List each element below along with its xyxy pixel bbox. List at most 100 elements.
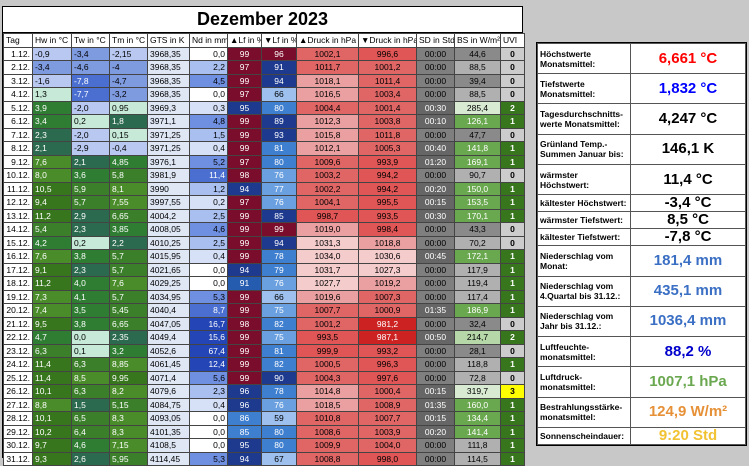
table-cell: 8.12. — [3, 141, 33, 156]
table-cell: 4114,45 — [147, 451, 190, 466]
table-cell: 1 — [500, 424, 525, 439]
table-cell: 0,0 — [189, 411, 228, 426]
table-cell: -4,7 — [109, 73, 148, 88]
summary-value: 181,4 mm — [630, 245, 746, 277]
table-cell: 1 — [500, 303, 525, 318]
table-cell: 16.12. — [3, 249, 33, 264]
table-cell: 76 — [261, 397, 297, 412]
table-cell: 88,5 — [454, 87, 501, 102]
table-cell: 11,4 — [32, 370, 72, 385]
table-cell: 4010,25 — [147, 235, 190, 250]
table-cell: 5,95 — [109, 451, 148, 466]
column-header: BS in W/m² — [454, 33, 501, 48]
table-cell: 4047,05 — [147, 316, 190, 331]
table-cell: 994,2 — [358, 181, 417, 196]
table-cell: 97 — [227, 87, 262, 102]
summary-label: Niederschlag vom Monat: — [537, 245, 631, 277]
table-cell: 994,2 — [358, 168, 417, 183]
table-cell: 1018,8 — [358, 235, 417, 250]
table-row: 19.12. 7,3 4,1 5,7 4034,95 5,3 99 66 1019,6 1007,… — [3, 289, 525, 304]
table-cell: 66 — [261, 289, 297, 304]
table-cell: 2,3 — [71, 262, 110, 277]
table-row: 4.12. 1,3 -7,7 -3,2 3968,35 0,0 97 66 1016,5 1003… — [3, 87, 525, 102]
table-cell: 3990 — [147, 181, 190, 196]
table-cell: 98 — [227, 168, 262, 183]
table-cell: -3,4 — [32, 60, 72, 75]
table-cell: 1001,2 — [358, 60, 417, 75]
table-cell: 5,7 — [71, 195, 110, 210]
table-cell: 4,0 — [71, 276, 110, 291]
table-cell: 10,5 — [32, 181, 72, 196]
summary-value: 1007,1 hPa — [630, 366, 746, 398]
table-cell: 12,4 — [189, 357, 228, 372]
table-cell: 99 — [227, 289, 262, 304]
summary-value: 88,2 % — [630, 336, 746, 368]
table-cell: 1 — [500, 208, 525, 223]
table-cell: 47,7 — [454, 127, 501, 142]
table-cell: 89 — [261, 114, 297, 129]
summary-row: kältester Tiefstwert: -7,8 °C — [537, 228, 746, 247]
daily-data-table: Tag Hw in °C Tw in °C Tm in °C GTS in K Nd in… — [3, 33, 525, 466]
summary-label: Tiefstwerte Monatsmittel: — [537, 73, 631, 105]
table-cell: 96 — [261, 46, 297, 61]
column-header: Nd in mm — [189, 33, 228, 48]
column-header: Tw in °C — [71, 33, 110, 48]
table-row: 25.12. 11,4 8,5 9,95 4071,4 5,6 99 90 1004,3 997,… — [3, 370, 525, 385]
summary-label: kältester Tiefstwert: — [537, 228, 631, 247]
table-cell: 80 — [261, 100, 297, 115]
table-cell: 319,7 — [454, 384, 501, 399]
summary-value: 124,9 W/m² — [630, 396, 746, 428]
table-cell: 14.12. — [3, 222, 33, 237]
table-cell: 00:00 — [416, 127, 455, 142]
table-cell: 996,3 — [358, 357, 417, 372]
table-cell: 8,2 — [109, 384, 148, 399]
table-cell: 6,4 — [71, 424, 110, 439]
table-cell: 7,4 — [32, 303, 72, 318]
table-cell: 82 — [261, 316, 297, 331]
table-row: 1.12. -0,9 -3,4 -2,15 3968,35 0,0 99 96 1002,1 99… — [3, 46, 525, 61]
table-cell: 3,2 — [109, 343, 148, 358]
table-cell: 00:15 — [416, 195, 455, 210]
table-cell: 00:30 — [416, 100, 455, 115]
table-cell: 67 — [261, 451, 297, 466]
table-cell: 4040,4 — [147, 303, 190, 318]
table-cell: 1 — [500, 154, 525, 169]
table-cell: 4061,45 — [147, 357, 190, 372]
table-cell: 117,9 — [454, 262, 501, 277]
table-cell: 01:20 — [416, 154, 455, 169]
summary-row: Luftdruck-monatsmittel: 1007,1 hPa — [537, 366, 746, 398]
table-cell: 99 — [227, 114, 262, 129]
table-cell: 2,9 — [71, 208, 110, 223]
table-cell: 7,6 — [109, 276, 148, 291]
table-cell: 1007,7 — [358, 411, 417, 426]
table-cell: 4071,4 — [147, 370, 190, 385]
summary-label: Grünland Temp.-Summen Januar bis: — [537, 133, 631, 165]
table-cell: 214,7 — [454, 330, 501, 345]
table-cell: 4052,6 — [147, 343, 190, 358]
table-cell: -4,6 — [71, 60, 110, 75]
table-cell: 1008,9 — [358, 397, 417, 412]
table-cell: 78 — [261, 384, 297, 399]
table-cell: 94 — [227, 262, 262, 277]
table-cell: 2,2 — [109, 235, 148, 250]
table-cell: 2 — [500, 330, 525, 345]
table-cell: 998,0 — [358, 451, 417, 466]
table-cell: -2,0 — [71, 127, 110, 142]
table-cell: 1034,0 — [296, 249, 359, 264]
table-cell: 1001,2 — [296, 316, 359, 331]
table-cell: 29.12. — [3, 424, 33, 439]
table-cell: 1 — [500, 195, 525, 210]
table-cell: 5.12. — [3, 100, 33, 115]
table-cell: 993,5 — [296, 330, 359, 345]
table-cell: 0 — [500, 87, 525, 102]
table-cell: 993,2 — [358, 343, 417, 358]
table-cell: 5,2 — [189, 154, 228, 169]
table-cell: 20.12. — [3, 303, 33, 318]
table-cell: 96 — [227, 397, 262, 412]
table-cell: 00:30 — [416, 208, 455, 223]
table-cell: 4101,35 — [147, 424, 190, 439]
table-cell: 4004,2 — [147, 208, 190, 223]
table-cell: 2,3 — [189, 384, 228, 399]
table-cell: 9,4 — [32, 195, 72, 210]
table-cell: 0,4 — [189, 397, 228, 412]
